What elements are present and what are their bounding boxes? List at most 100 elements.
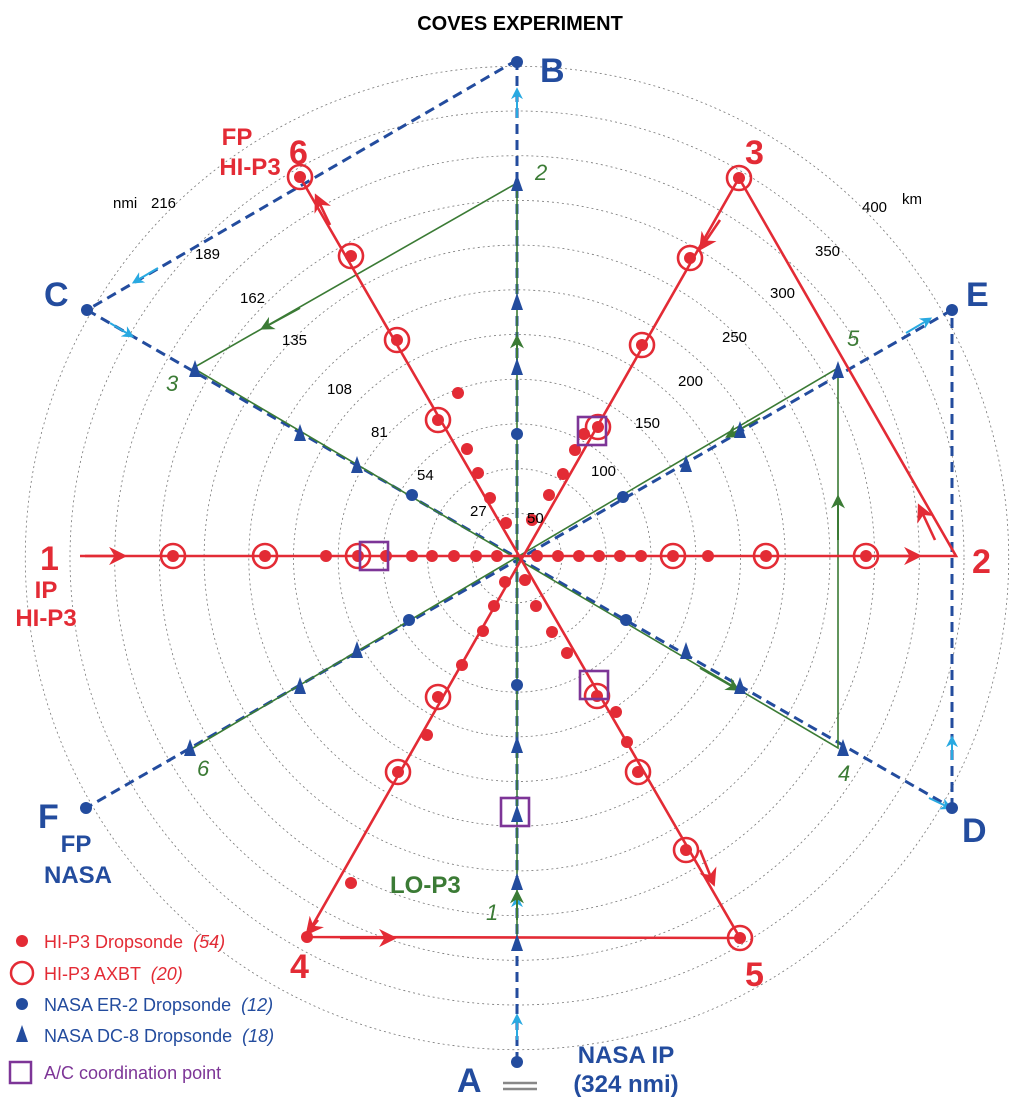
hi-p3-dropsonde — [391, 334, 403, 346]
hi-p3-dropsonde — [456, 659, 468, 671]
dc-8-dropsonde — [734, 421, 746, 438]
hi-p3-axbt — [251, 542, 279, 570]
er-2-dropsonde — [403, 614, 415, 626]
er-2-dropsonde — [946, 802, 958, 814]
legend-count: (12) — [241, 995, 273, 1015]
dc-8-dropsonde — [189, 360, 201, 377]
hi-p3-axbt — [852, 542, 880, 570]
hi-p3-axbt — [344, 542, 372, 570]
hi-p3-dropsonde — [530, 600, 542, 612]
ip-hi-p3-label: IP — [35, 577, 58, 604]
direction-arrow-icon — [260, 307, 301, 330]
fp-hi-p3-label: FP — [222, 124, 253, 151]
hi-p3-dropsonde — [259, 550, 271, 562]
hi-p3-dropsonde — [345, 877, 357, 889]
direction-arrow-icon — [725, 417, 761, 438]
legend-label: HI-P3 Dropsonde — [44, 932, 183, 952]
nasa-track-segment — [85, 308, 953, 810]
hi-p3-axbt — [383, 326, 411, 354]
hi-p3-dropsonde — [593, 550, 605, 562]
nmi-unit-label: nmi — [113, 195, 137, 212]
legend-count: (54) — [193, 932, 225, 952]
hi-p3-dropsonde — [380, 550, 392, 562]
er-2-dropsonde — [511, 1056, 523, 1068]
diagram-title: COVES EXPERIMENT — [417, 13, 623, 35]
hi-p3-axbt — [672, 836, 700, 864]
er-2-dropsonde — [81, 304, 93, 316]
waypoint-label-f: F — [38, 798, 59, 836]
direction-arrow-icon — [698, 219, 722, 252]
waypoint-label-b: B — [540, 52, 565, 90]
hi-p3-dropsonde — [734, 932, 746, 944]
er-2-dropsonde — [80, 802, 92, 814]
waypoint-label-4: 4 — [290, 948, 309, 986]
km-unit-label: km — [902, 191, 922, 208]
hi-p3-dropsonde — [432, 414, 444, 426]
lo-p3-label: LO-P3 — [390, 872, 461, 899]
hi-p3-dropsonde — [392, 766, 404, 778]
km-ring-label: 300 — [770, 285, 795, 302]
waypoint-label-1: 1 — [40, 540, 59, 578]
direction-arrow-icon — [928, 797, 953, 810]
dc-8-dropsonde — [734, 677, 746, 694]
hi-p3-dropsonde — [452, 387, 464, 399]
hi-p3-dropsonde — [499, 576, 511, 588]
nmi-ring-label: 81 — [371, 424, 388, 441]
legend-count: (18) — [242, 1026, 274, 1046]
hi-p3-axbt — [384, 758, 412, 786]
legend-item: HI-P3 Dropsonde (54) — [16, 932, 225, 952]
hi-p3-dropsonde — [320, 550, 332, 562]
hi-p3-dropsonde — [491, 550, 503, 562]
coordination-point — [576, 415, 608, 447]
lo-p3-label-5: 5 — [847, 326, 860, 351]
hi-p3-axbt — [752, 542, 780, 570]
legend-label: NASA ER-2 Dropsonde — [44, 995, 231, 1015]
red-dot-icon — [16, 935, 28, 947]
er-2-dropsonde — [620, 614, 632, 626]
hi-p3-axbt — [726, 924, 754, 952]
er-2-dropsonde — [617, 491, 629, 503]
waypoint-label-5: 5 — [745, 956, 764, 994]
dc-8-dropsonde — [680, 455, 692, 472]
nasa-ip-label: NASA IP — [578, 1042, 674, 1069]
nasa-waypoint-labels: B C E D F A — [38, 52, 989, 1099]
hi-p3-axbt — [628, 331, 656, 359]
direction-arrow-icon — [131, 267, 159, 284]
svg-text:NASA DC-8 Dropsonde (1: NASA DC-8 Dropsonde (18) — [44, 1026, 274, 1046]
lo-p3-label-1: 1 — [486, 900, 498, 925]
nmi-ring-label: 54 — [417, 467, 434, 484]
svg-text:HI-P3 AXBT (20): HI-P3 AXBT (20) — [44, 964, 183, 984]
hi-p3-dropsonde — [352, 550, 364, 562]
hi-p3-dropsonde — [667, 550, 679, 562]
nmi-ring-label: 27 — [470, 503, 487, 520]
hi-p3-axbt — [159, 542, 187, 570]
hi-p3-axbt — [424, 406, 452, 434]
hi-p3-axbt — [337, 242, 365, 270]
lo-p3-waypoint-labels: 1 2 3 4 5 6 — [166, 160, 860, 925]
nasa-track-segment — [86, 58, 518, 312]
waypoint-label-c: C — [44, 276, 69, 314]
dc-8-dropsonde — [351, 641, 363, 658]
legend-item: NASA ER-2 Dropsonde (12) — [16, 995, 273, 1015]
red-ring-icon — [9, 960, 35, 986]
dc-8-dropsonde — [511, 873, 523, 890]
hi-p3-dropsonde — [500, 517, 512, 529]
direction-arrow-icon — [698, 849, 717, 887]
legend-count: (20) — [151, 964, 183, 984]
coordination-point — [499, 796, 531, 828]
dc-8-dropsonde — [294, 677, 306, 694]
dc-8-dropsonde — [680, 642, 692, 659]
dc-8-dropsonde — [511, 174, 523, 191]
hi-p3-dropsonde — [448, 550, 460, 562]
coordination-point — [358, 540, 390, 572]
lo-p3-label-3: 3 — [166, 371, 179, 396]
dc-8-dropsonde — [511, 736, 523, 753]
hi-p3-dropsonde — [561, 647, 573, 659]
hi-p3-dropsonde — [621, 736, 633, 748]
nmi-ring-labels: nmi 27 54 81 108 135 162 189 216 — [113, 195, 487, 520]
er-2-dropsonde — [511, 428, 523, 440]
km-ring-label: 200 — [678, 373, 703, 390]
hi-p3-dropsonde — [557, 468, 569, 480]
legend: HI-P3 Dropsonde (54) HI-P3 AXBT (20) NAS… — [8, 932, 274, 1085]
hi-p3-axbt — [725, 164, 753, 192]
